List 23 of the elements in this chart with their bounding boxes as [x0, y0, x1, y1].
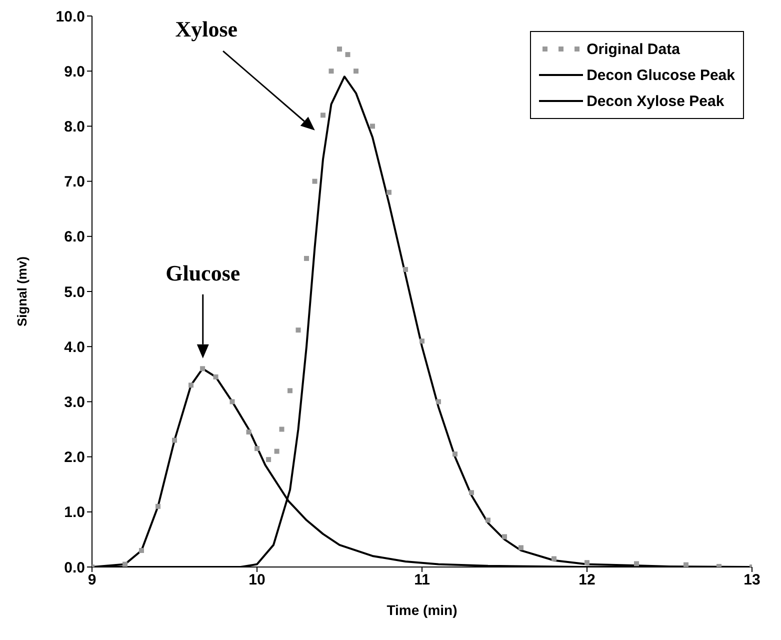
y-tick-label: 0.0	[64, 559, 85, 576]
x-tick-label: 10	[248, 572, 266, 589]
legend-label: Original Data	[586, 40, 680, 58]
y-tick-label: 5.0	[64, 284, 85, 301]
x-tick-label: 13	[744, 572, 760, 589]
annotation: Xylose	[175, 16, 238, 42]
y-tick-label: 6.0	[64, 228, 85, 246]
y-tick-label: 7.0	[64, 174, 85, 191]
y-tick-label: 1.0	[64, 504, 85, 522]
y-tick-label: 4.0	[64, 338, 85, 356]
x-tick-label: 9	[88, 572, 96, 589]
y-tick-label: 10.0	[56, 8, 85, 26]
legend-label: Decon Xylose Peak	[586, 92, 724, 110]
y-tick-label: 9.0	[64, 63, 85, 80]
y-tick-label: 3.0	[64, 394, 85, 412]
y-axis-title: Signal (mv)	[14, 256, 30, 327]
legend-label: Decon Glucose Peak	[586, 66, 735, 84]
x-tick-label: 11	[414, 572, 430, 589]
y-tick-label: 2.0	[64, 449, 85, 466]
x-tick-label: 12	[578, 572, 596, 589]
x-axis-title: Time (min)	[386, 602, 458, 618]
annotation: Glucose	[166, 260, 240, 286]
y-tick-label: 8.0	[64, 118, 85, 136]
